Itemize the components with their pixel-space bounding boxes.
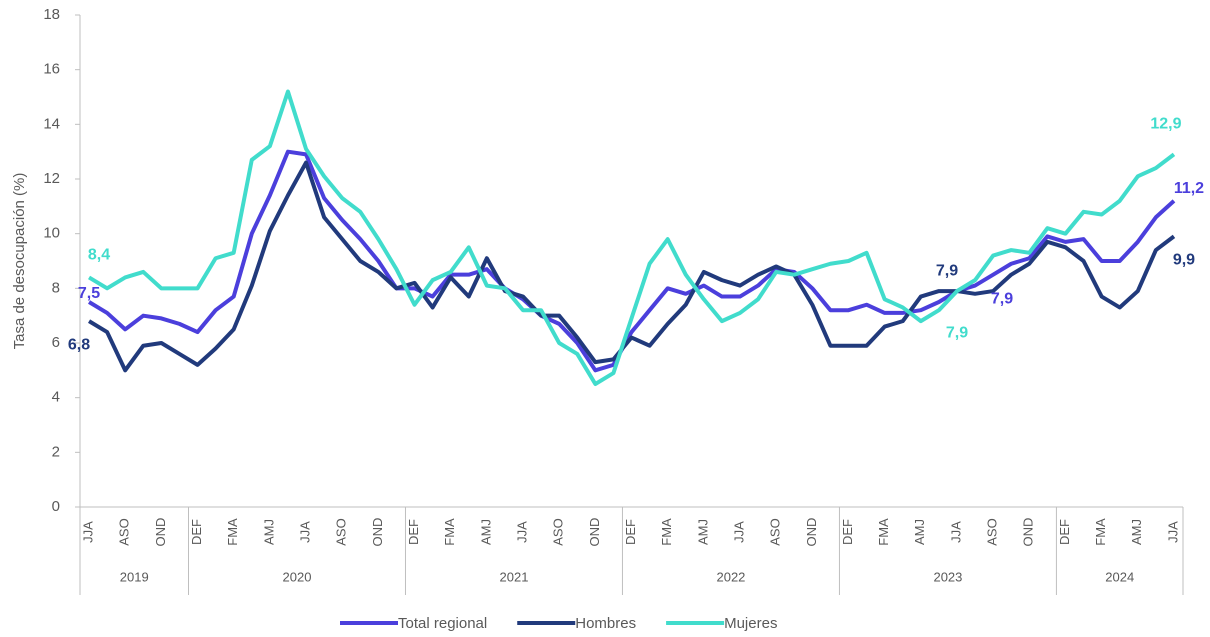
x-tick-label: DEF [189, 519, 204, 545]
x-tick-label: DEF [623, 519, 638, 545]
legend-label: Mujeres [724, 615, 777, 632]
series-line [88, 160, 1176, 373]
data-label: 7,9 [936, 262, 958, 279]
x-tick-label: AMJ [478, 519, 493, 545]
x-tick-label: AMJ [1129, 519, 1144, 545]
group-label: 2023 [933, 569, 962, 584]
y-tick-label: 14 [43, 115, 60, 132]
x-tick-label: FMA [442, 518, 457, 546]
x-tick-label: OND [370, 518, 385, 547]
y-tick-label: 8 [52, 279, 60, 296]
y-tick-label: 4 [52, 389, 60, 406]
x-tick-label: DEF [840, 519, 855, 545]
y-tick-label: 2 [52, 443, 60, 460]
x-tick-label: FMA [225, 518, 240, 546]
legend-label: Hombres [575, 615, 636, 632]
data-label: 11,2 [1174, 180, 1204, 197]
group-label: 2019 [120, 569, 149, 584]
x-tick-label: AMJ [912, 519, 927, 545]
y-axis-title: Tasa de desocupación (%) [11, 173, 28, 350]
x-tick-label: JJA [514, 521, 529, 543]
x-tick-label: OND [1021, 518, 1036, 547]
data-label: 7,9 [991, 290, 1013, 307]
y-tick-label: 16 [43, 61, 60, 78]
data-label: 8,4 [88, 247, 110, 264]
series-line [88, 149, 1176, 373]
x-tick-label: FMA [1093, 518, 1108, 546]
x-tick-label: JJA [948, 521, 963, 543]
x-tick-label: DEF [1057, 519, 1072, 545]
x-tick-label: ASO [334, 518, 349, 545]
data-label: 9,9 [1173, 252, 1195, 269]
data-label: 6,8 [68, 336, 90, 353]
x-tick-label: DEF [406, 519, 421, 545]
x-tick-label: FMA [876, 518, 891, 546]
x-tick-label: JJA [731, 521, 746, 543]
x-tick-label: JJA [1165, 521, 1180, 543]
y-tick-label: 6 [52, 334, 60, 351]
y-tick-label: 0 [52, 498, 60, 515]
x-tick-label: JJA [297, 521, 312, 543]
x-tick-label: FMA [659, 518, 674, 546]
x-tick-label: ASO [551, 518, 566, 545]
x-tick-label: OND [153, 518, 168, 547]
data-label: 7,5 [78, 285, 100, 302]
x-tick-label: OND [587, 518, 602, 547]
group-label: 2020 [283, 569, 312, 584]
group-label: 2022 [716, 569, 745, 584]
group-label: 2021 [500, 569, 529, 584]
x-tick-label: ASO [768, 518, 783, 545]
x-tick-label: JJA [80, 521, 95, 543]
x-tick-label: ASO [985, 518, 1000, 545]
y-tick-label: 18 [43, 6, 60, 23]
y-tick-label: 10 [43, 225, 60, 242]
x-tick-label: AMJ [695, 519, 710, 545]
data-label: 7,9 [946, 324, 968, 341]
series-line [88, 89, 1176, 386]
y-tick-label: 12 [43, 170, 60, 187]
x-tick-label: ASO [117, 518, 132, 545]
x-tick-label: OND [804, 518, 819, 547]
x-tick-label: AMJ [261, 519, 276, 545]
legend-label: Total regional [398, 615, 487, 632]
data-label: 12,9 [1150, 116, 1181, 133]
group-label: 2024 [1105, 569, 1134, 584]
